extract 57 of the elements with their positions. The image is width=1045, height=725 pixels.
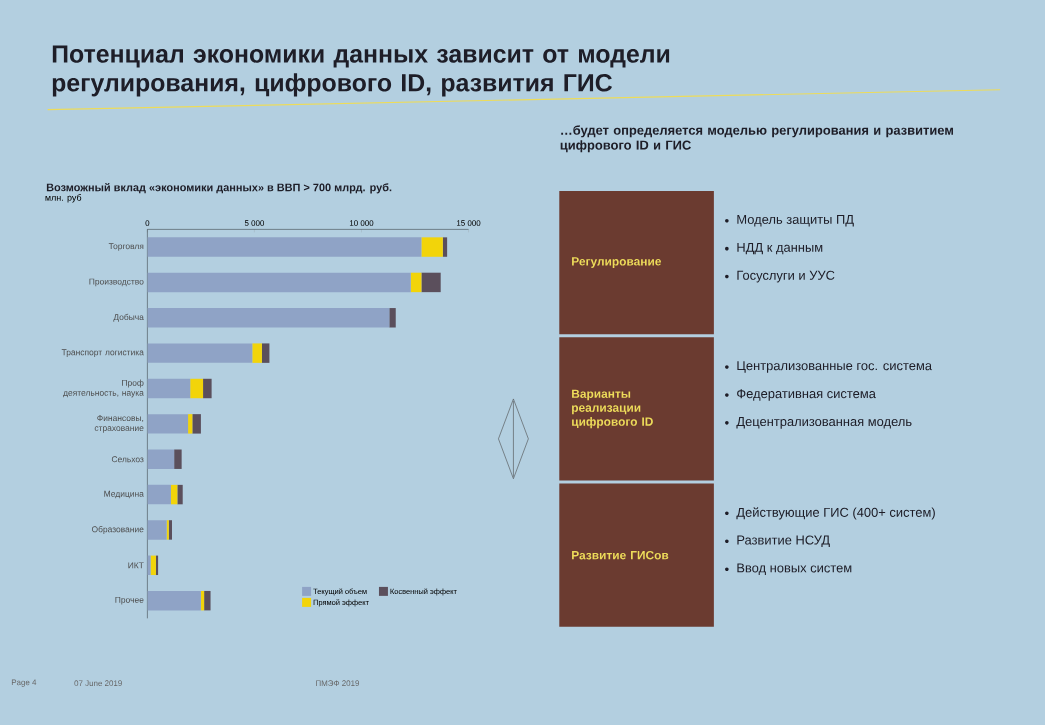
- bar: [150, 555, 156, 575]
- bar: [421, 272, 441, 293]
- bar: [147, 414, 189, 434]
- y-tick-label: Производство: [89, 278, 144, 287]
- text: Развитие ГИСов: [572, 550, 669, 560]
- text: Модель защиты ПД: [737, 214, 854, 227]
- bar: [190, 378, 204, 399]
- x-axis-title: млн. руб: [45, 194, 82, 203]
- y-tick-label: Финансовы, страхование: [94, 415, 144, 433]
- bar: [200, 590, 205, 611]
- bar: [261, 343, 270, 363]
- bar: [442, 237, 448, 257]
- bar: [147, 484, 171, 505]
- chart-subtitle: Возможный вклад «экономики данных» в ВВП > 700 млрд. руб.: [46, 182, 392, 194]
- text: Действующие ГИС (400+ систем): [736, 507, 935, 520]
- y-tick-label: Сельхоз: [111, 456, 144, 463]
- bar: [168, 520, 173, 540]
- text: Федеративная система: [737, 389, 876, 401]
- bar: [147, 343, 253, 363]
- bar: [204, 590, 211, 611]
- bar: [147, 520, 167, 540]
- bar: [147, 590, 201, 611]
- y-tick-label: Прочее: [115, 596, 144, 605]
- bar: [147, 449, 175, 469]
- text: Централизованные гос. система: [737, 361, 933, 373]
- bar: [147, 378, 191, 399]
- text: Развитие НСУД: [737, 535, 830, 548]
- bar: [147, 555, 151, 575]
- bar: [177, 484, 183, 505]
- text: Децентрализованная модель: [736, 417, 912, 429]
- bar: [410, 272, 422, 293]
- bar: [147, 308, 390, 328]
- text: …будет определяется моделью регулирования и развитием цифрового ID и ГИС: [560, 125, 953, 153]
- bar: [252, 343, 262, 363]
- text: НДД к данным: [737, 242, 823, 255]
- bar: [203, 378, 212, 399]
- y-tick-label: Транспорт логистика: [61, 349, 144, 357]
- y-tick-label: Проф деятельность, наука: [63, 379, 144, 398]
- bar: [188, 414, 193, 434]
- chart-title: Потенциал экономики данных зависит от модели регулирования, цифрового ID, развития ГИС: [52, 45, 670, 97]
- bar: [147, 237, 422, 257]
- y-tick-label: Медицина: [104, 490, 144, 499]
- text: Госуслуги и УУС: [737, 270, 835, 283]
- bar: [155, 555, 159, 575]
- text: Варианты реализации цифрового ID: [572, 389, 653, 429]
- bar: [147, 272, 411, 293]
- text: Ввод новых систем: [737, 563, 852, 575]
- y-tick-label: Образование: [91, 525, 144, 534]
- bar: [192, 414, 201, 434]
- bar: [174, 449, 182, 469]
- bar: [389, 308, 396, 328]
- text: Регулирование: [572, 257, 662, 268]
- y-tick-label: Добыча: [113, 313, 144, 322]
- y-tick-label: ИКТ: [128, 562, 144, 569]
- y-tick-label: Торговля: [108, 243, 144, 251]
- bar: [170, 484, 178, 505]
- bar: [421, 237, 443, 257]
